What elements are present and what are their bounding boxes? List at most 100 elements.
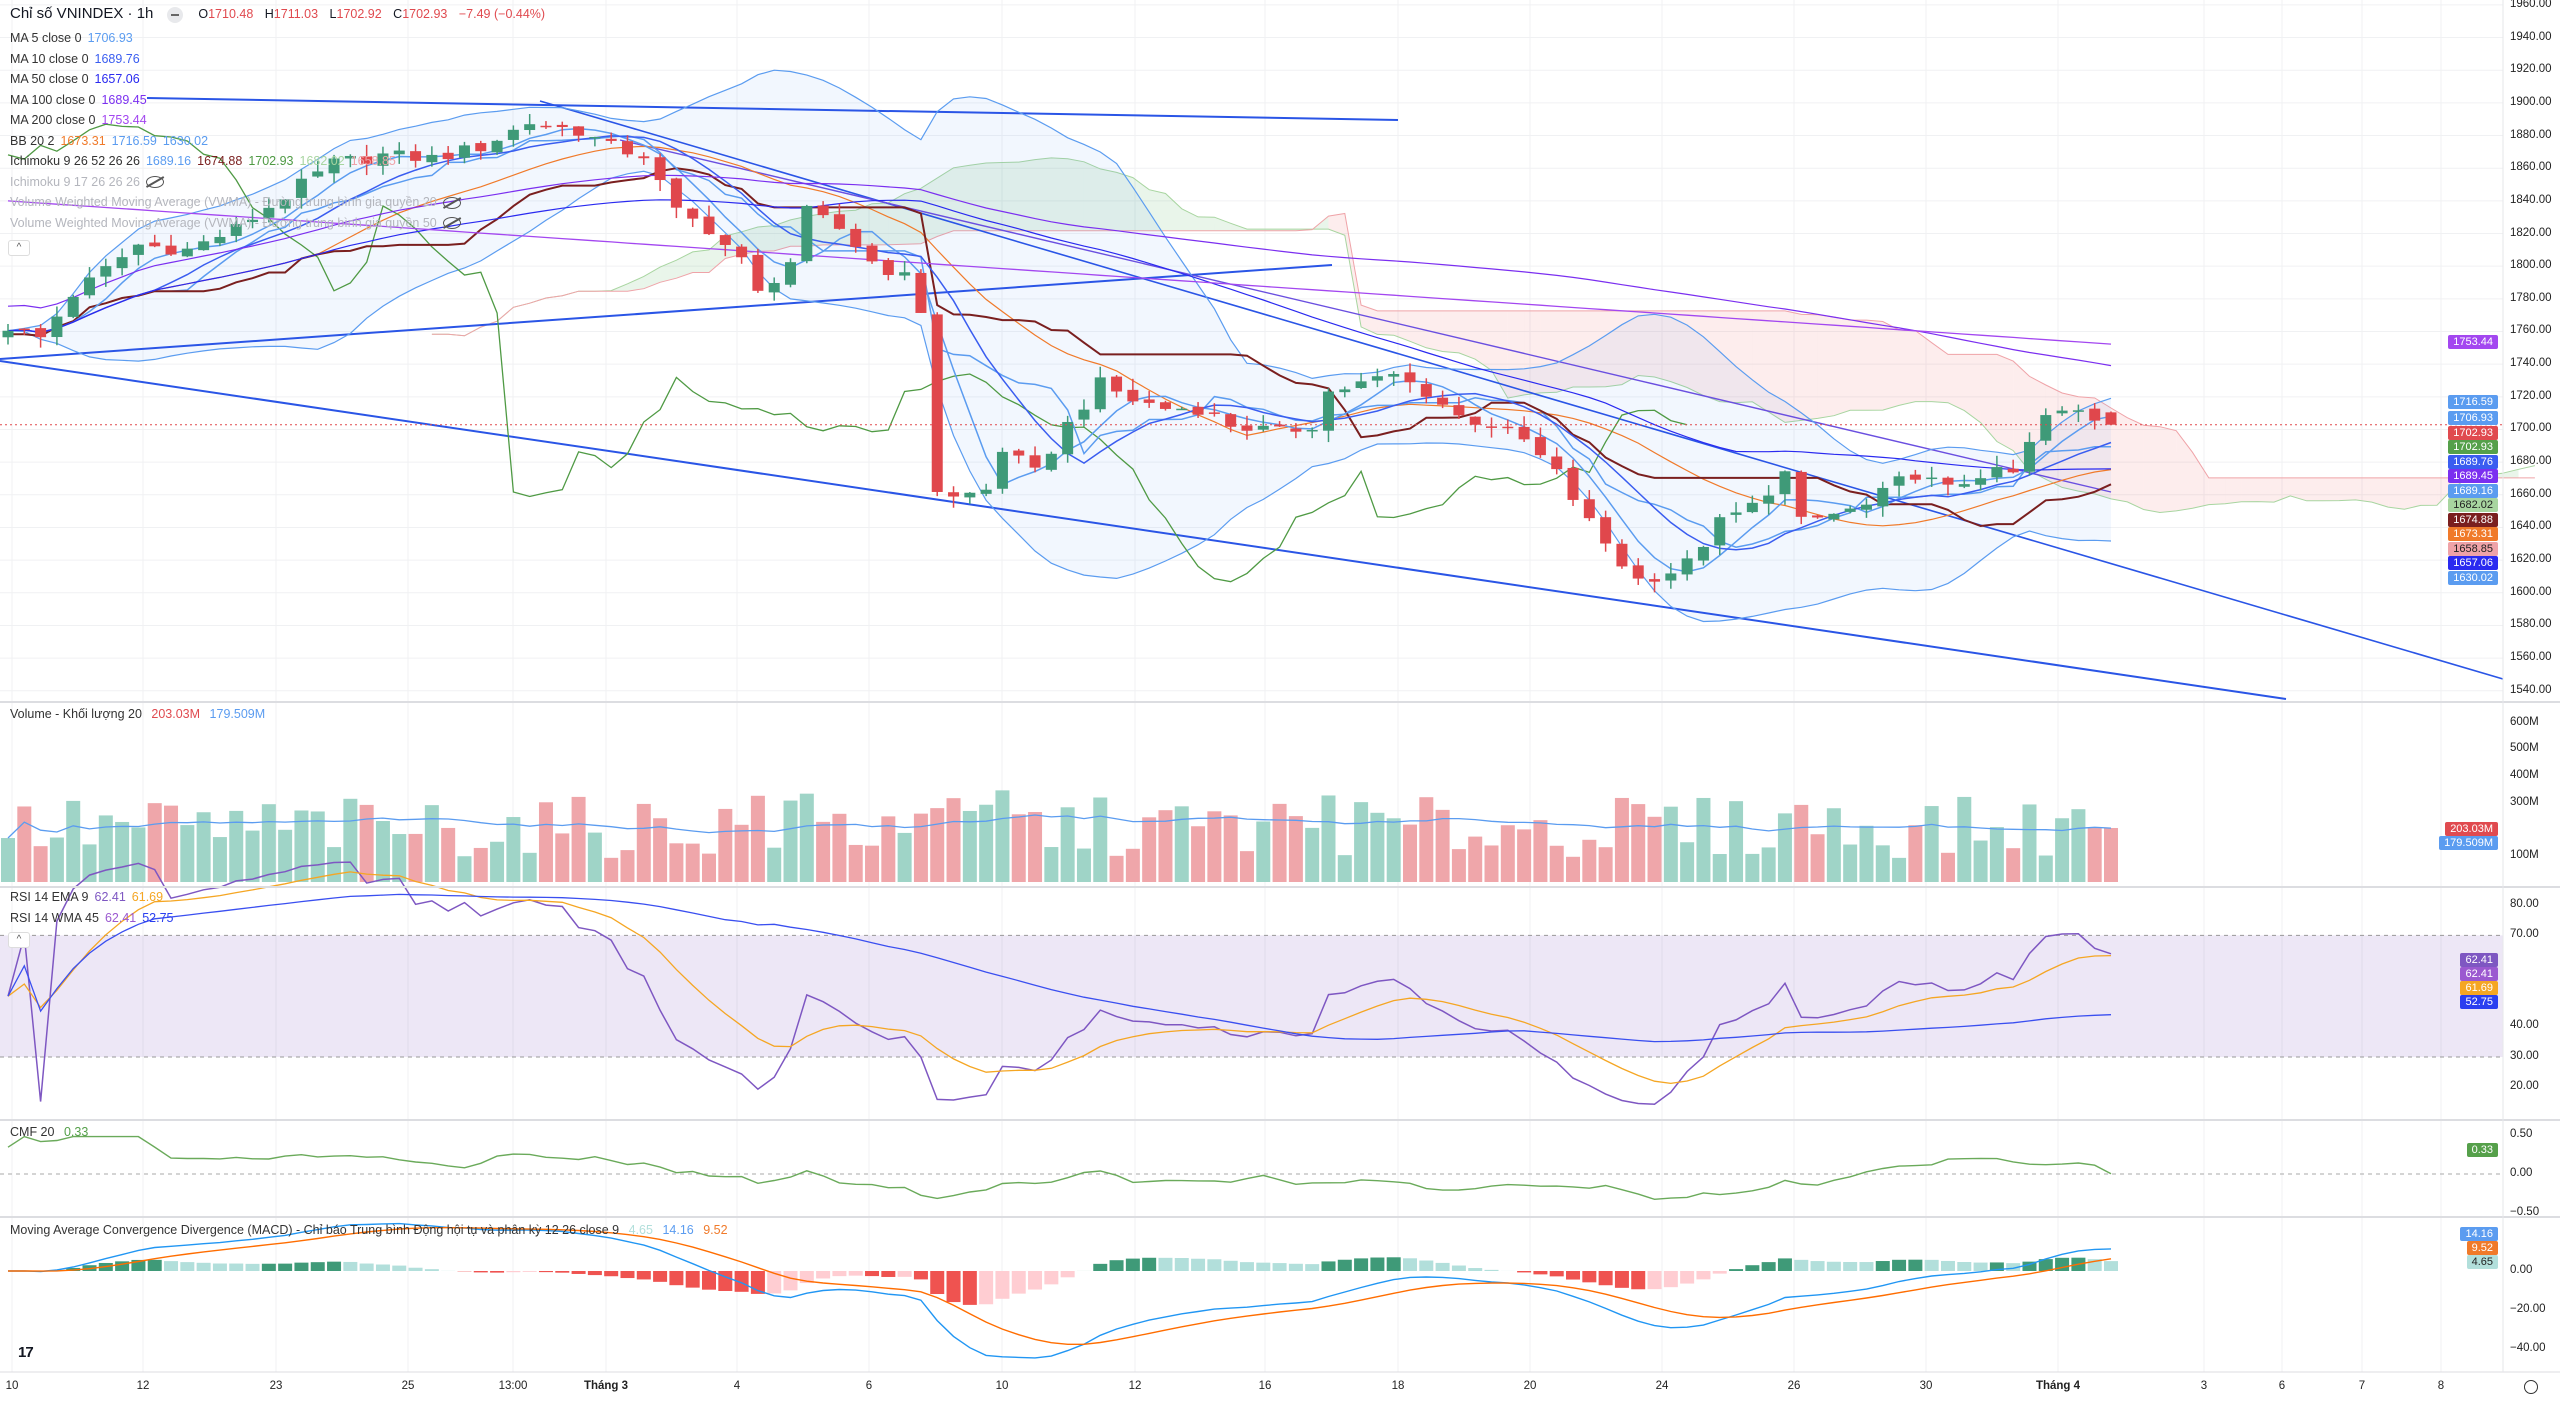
candle-body xyxy=(2007,468,2019,473)
volume-bar xyxy=(1109,855,1124,882)
volume-bar xyxy=(2022,804,2037,882)
volume-bar xyxy=(783,800,798,882)
indicator-legend-row[interactable]: MA 5 close 0 1706.93 xyxy=(10,28,545,49)
hidden-indicator-row[interactable]: Volume Weighted Moving Average (VWMA) - … xyxy=(10,192,545,213)
cmf-value: 0.33 xyxy=(63,1125,89,1139)
macd-histogram-bar xyxy=(408,1267,423,1271)
price-badge: 1706.93 xyxy=(2448,411,2498,426)
cmf-label[interactable]: CMF 20 xyxy=(10,1125,55,1139)
price-badge: 1753.44 xyxy=(2448,335,2498,350)
macd-histogram-bar xyxy=(278,1263,293,1271)
cloud-segment xyxy=(1736,310,1753,403)
volume-bar xyxy=(669,843,684,882)
volume-pane xyxy=(1,790,2118,882)
volume-bar xyxy=(1875,845,1890,882)
indicator-legend-row[interactable]: MA 100 close 0 1689.45 xyxy=(10,90,545,111)
candle-body xyxy=(866,245,878,262)
indicator-legend-row[interactable]: BB 20 2 1673.31 1716.59 1630.02 xyxy=(10,131,545,152)
volume-bar xyxy=(1060,807,1075,882)
macd-histogram-bar xyxy=(1125,1258,1140,1271)
volume-axis-label: 400M xyxy=(2510,769,2539,781)
macd-histogram-bar xyxy=(1207,1259,1222,1271)
eye-hidden-icon[interactable] xyxy=(145,176,164,189)
volume-bar xyxy=(767,847,782,882)
collapse-legend-button[interactable] xyxy=(166,6,183,23)
rsi-badge: 62.41 xyxy=(2460,953,2498,967)
eye-hidden-icon[interactable] xyxy=(442,217,461,230)
candle-body xyxy=(214,236,226,244)
volume-bar xyxy=(196,812,211,882)
volume-bar xyxy=(653,818,668,882)
cloud-segment xyxy=(1426,310,1443,352)
macd-histogram-bar xyxy=(359,1263,374,1271)
candle-body xyxy=(1159,402,1171,409)
bb-upper-line xyxy=(7,69,2112,464)
hidden-indicator-row[interactable]: Ichimoku 9 17 26 26 26 xyxy=(10,172,545,193)
cloud-segment xyxy=(1850,320,1867,411)
hidden-indicator-row[interactable]: Volume Weighted Moving Average (VWMA) - … xyxy=(10,213,545,234)
volume-bar xyxy=(881,816,896,882)
trend-line[interactable] xyxy=(0,264,1333,360)
volume-bar xyxy=(1517,829,1532,882)
cloud-segment xyxy=(1687,310,1704,396)
macd-label[interactable]: Moving Average Convergence Divergence (M… xyxy=(10,1223,620,1237)
cloud-segment xyxy=(2257,477,2275,503)
indicator-legend-row[interactable]: MA 10 close 0 1689.76 xyxy=(10,49,545,70)
volume-bar xyxy=(278,829,293,882)
trend-lines[interactable] xyxy=(0,97,2504,700)
rsi-ema-line xyxy=(7,871,2112,1085)
tradingview-logo[interactable]: 17 xyxy=(18,1344,34,1361)
volume-bar xyxy=(327,847,342,882)
time-axis-label: 12 xyxy=(136,1380,150,1392)
time-axis-label: 12 xyxy=(1128,1380,1142,1392)
cloud-segment xyxy=(2388,477,2405,510)
settings-gear-icon[interactable] xyxy=(2524,1380,2538,1394)
macd-histogram-bar xyxy=(1745,1265,1760,1271)
macd-histogram-bar xyxy=(164,1261,179,1271)
candle-body xyxy=(1453,405,1465,416)
rsi-wma-label[interactable]: RSI 14 WMA 45 xyxy=(10,910,99,925)
volume-badge: 203.03M xyxy=(2445,822,2498,836)
time-axis-label: 6 xyxy=(865,1380,873,1392)
volume-bar xyxy=(2087,828,2102,882)
macd-histogram-bar xyxy=(1305,1264,1320,1271)
candle-body xyxy=(507,129,519,140)
indicator-legend-row[interactable]: MA 200 close 0 1753.44 xyxy=(10,110,545,131)
rsi-ema-label[interactable]: RSI 14 EMA 9 xyxy=(10,890,89,904)
pane-separators[interactable] xyxy=(0,0,2560,1373)
price-axis-label: 1640.00 xyxy=(2510,520,2552,533)
volume-legend-label[interactable]: Volume - Khối lượng 20 xyxy=(10,707,142,721)
macd-histogram-bar xyxy=(1859,1262,1874,1271)
bollinger-fill xyxy=(8,70,2111,622)
trend-line[interactable] xyxy=(619,139,2112,493)
collapse-indicators-button[interactable]: ^ xyxy=(8,240,30,256)
eye-hidden-icon[interactable] xyxy=(442,196,461,209)
rsi-wma-line xyxy=(7,893,2112,1043)
candle-body xyxy=(1518,426,1530,440)
volume-bar xyxy=(180,825,195,882)
collapse-rsi-button[interactable]: ^ xyxy=(8,932,30,948)
candle-body xyxy=(1697,546,1709,561)
high-label: H xyxy=(264,7,274,21)
symbol-title[interactable]: Chỉ số VNINDEX · 1h xyxy=(10,5,154,22)
macd-histogram-bar xyxy=(1875,1261,1890,1271)
volume-bar xyxy=(1191,826,1206,882)
candle-body xyxy=(458,145,470,158)
trend-line[interactable] xyxy=(539,100,2504,680)
macd-histogram-bar xyxy=(604,1271,619,1277)
cloud-segment xyxy=(1035,157,1052,231)
cloud-segment xyxy=(1540,310,1557,393)
trend-line[interactable] xyxy=(0,360,2287,700)
trend-line[interactable] xyxy=(146,97,1399,121)
volume-bar xyxy=(343,798,358,882)
cmf-axis-label: 0.50 xyxy=(2510,1128,2533,1140)
volume-bar xyxy=(261,804,276,882)
volume-bar xyxy=(620,850,635,882)
indicator-legend-row[interactable]: MA 50 close 0 1657.06 xyxy=(10,69,545,90)
volume-bar xyxy=(115,821,130,882)
macd-histogram-bar xyxy=(1924,1259,1939,1271)
volume-bar xyxy=(1712,854,1727,882)
volume-bar xyxy=(1663,806,1678,882)
indicator-legend-row[interactable]: Ichimoku 9 26 52 26 26 1689.16 1674.88 1702… xyxy=(10,151,545,172)
